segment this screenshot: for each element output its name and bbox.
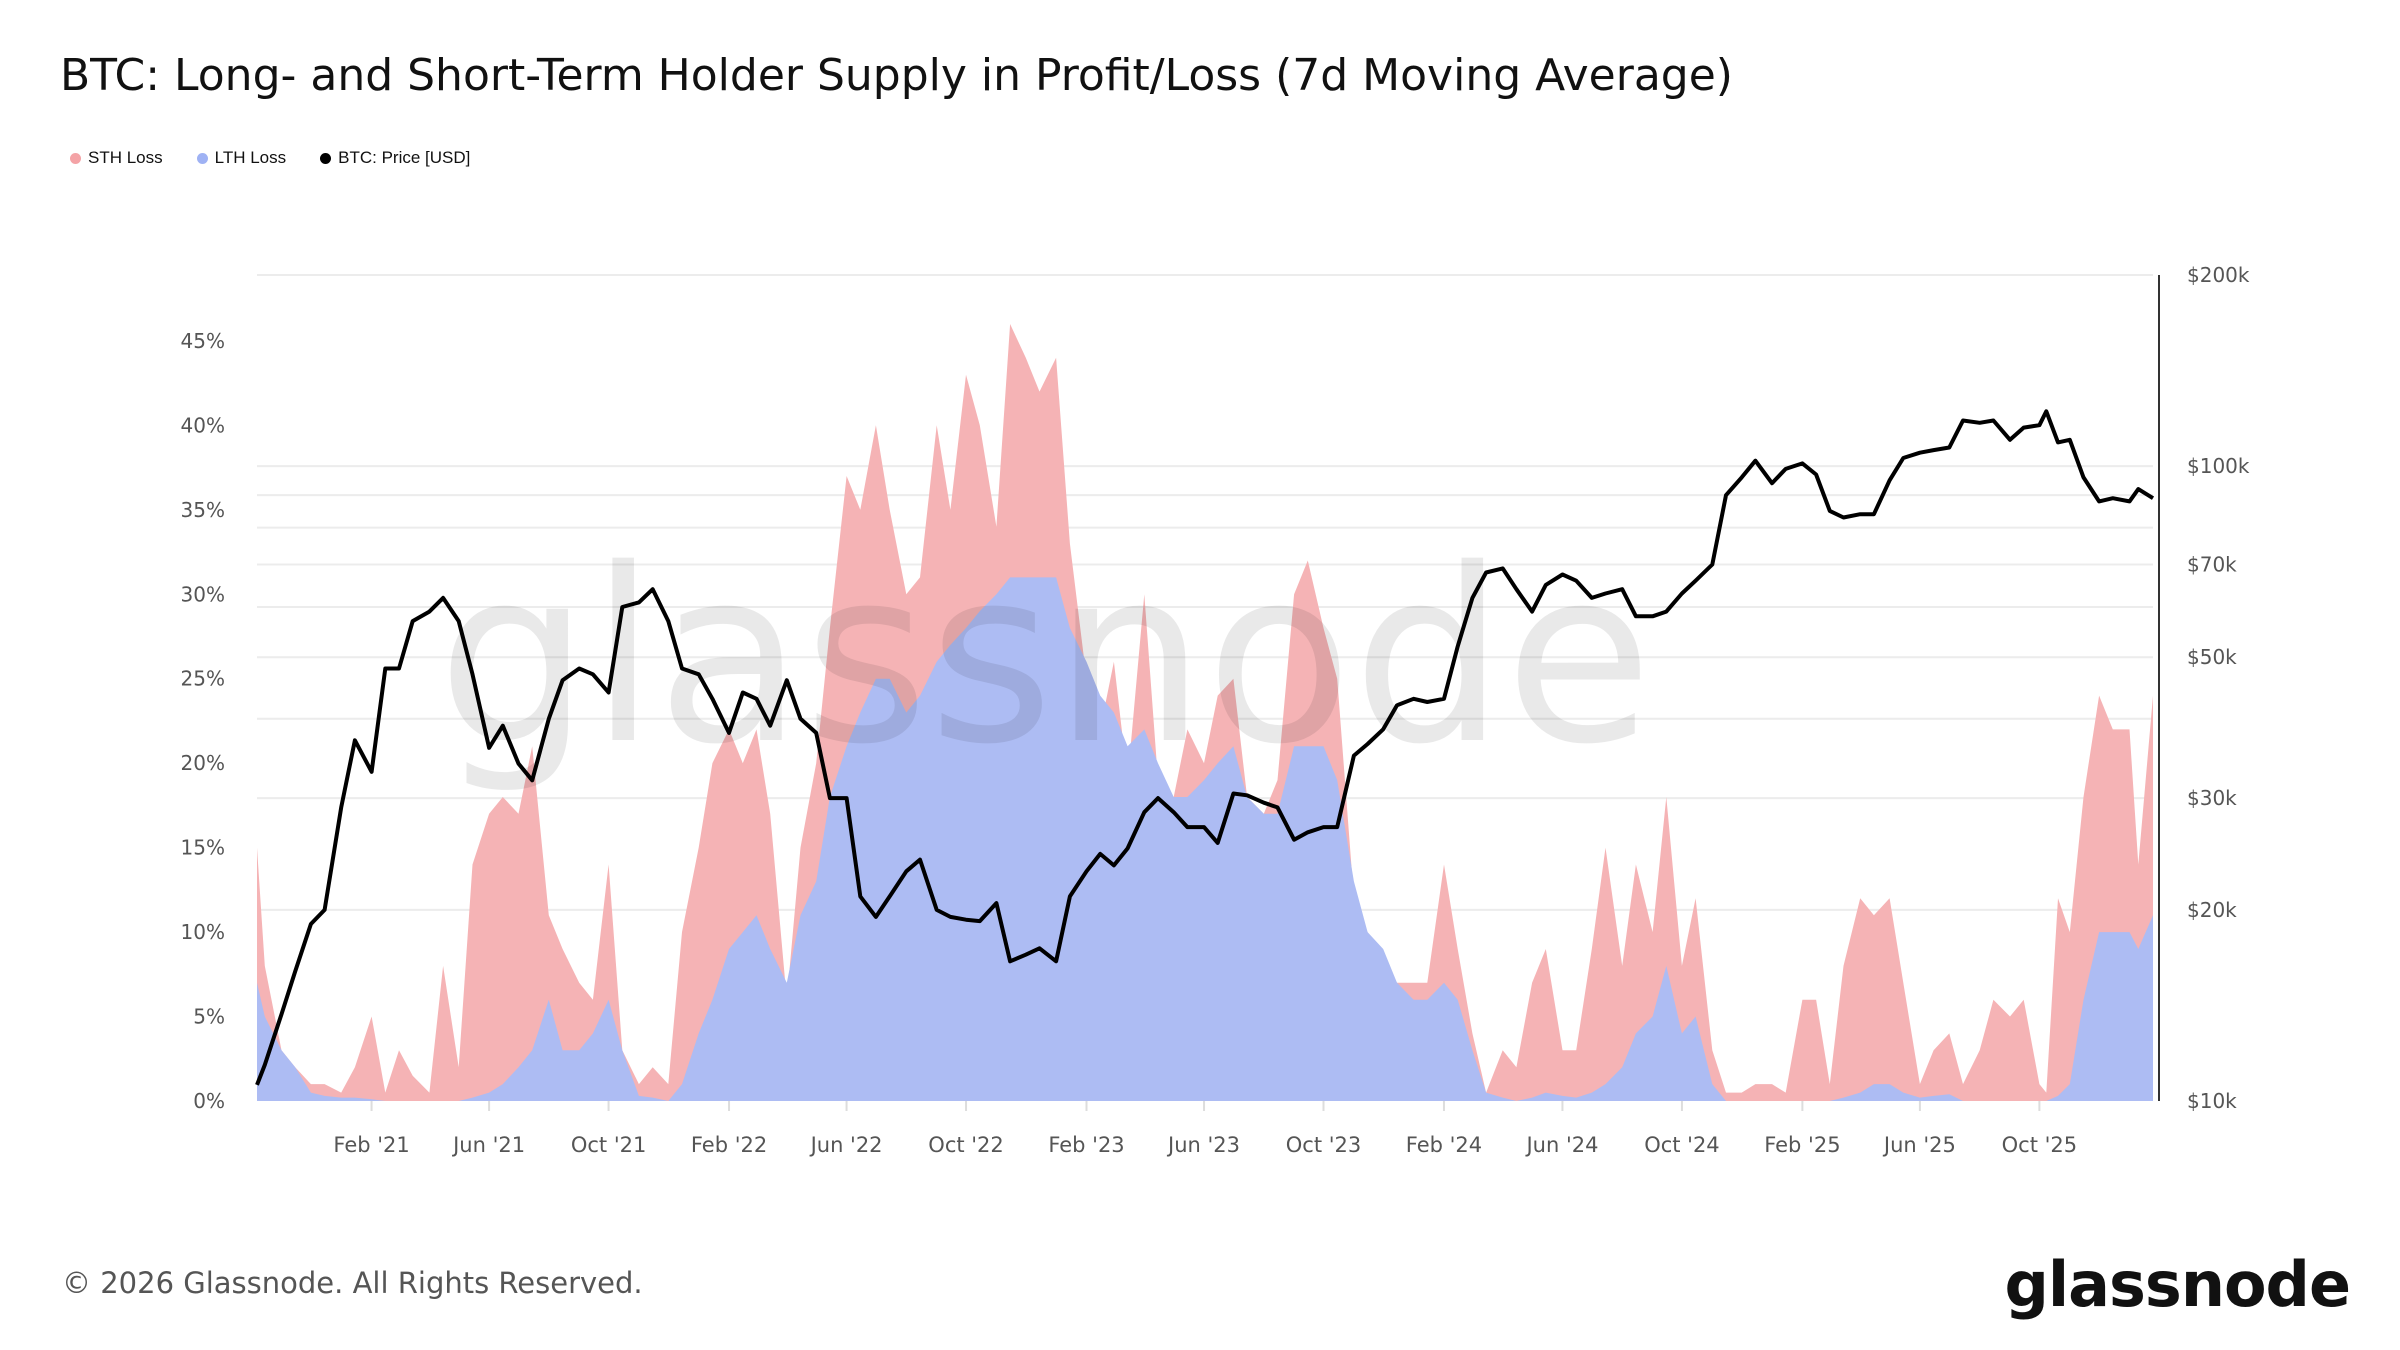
x-tick-label: Feb '23 [1048,1133,1124,1157]
y-left-tick-label: 0% [193,1089,225,1113]
y-right-tick-label: $30k [2187,786,2237,810]
area-series [257,324,2153,1101]
y-left-tick-label: 45% [181,329,225,353]
legend-item-lth-loss[interactable]: LTH Loss [196,148,287,168]
legend-item-btc-price[interactable]: BTC: Price [USD] [320,148,470,168]
y-right-tick-label: $200k [2187,263,2250,287]
y-left-tick-label: 20% [181,751,225,775]
x-tick-label: Jun '21 [451,1133,525,1157]
gridlines [257,274,2153,911]
y-left-tick-label: 5% [193,1005,225,1029]
btc-price-line [255,409,2155,1086]
sth-loss-area [257,324,2153,1101]
x-tick-label: Jun '24 [1524,1133,1598,1157]
legend-label-sth: STH Loss [88,148,163,167]
glassnode-logo: glassnode [2004,1248,2351,1321]
legend-dot-sth [70,152,81,164]
chart-title: BTC: Long- and Short-Term Holder Supply … [60,50,1733,101]
x-tick-label: Feb '24 [1406,1133,1482,1157]
legend-dot-price [320,152,332,164]
x-tick-label: Jun '22 [809,1133,883,1157]
legend-label-price: BTC: Price [USD] [338,148,471,167]
y-left-tick-label: 30% [181,582,225,606]
lth-loss-area [257,577,2153,1101]
legend-label-lth: LTH Loss [214,148,287,167]
y-left-tick-label: 35% [181,498,225,522]
x-tick-label: Feb '22 [691,1133,767,1157]
y-left-tick-label: 10% [181,920,225,944]
y-right-tick-label: $100k [2187,454,2250,478]
copyright-footer: © 2026 Glassnode. All Rights Reserved. [62,1266,643,1300]
y-left-tick-label: 40% [181,413,225,437]
legend-dot-lth [196,152,208,164]
x-tick-label: Oct '22 [928,1133,1003,1157]
legend-item-sth-loss[interactable]: STH Loss [70,148,163,168]
y-right-tick-label: $50k [2187,645,2237,669]
x-tick-label: Oct '25 [2002,1133,2077,1157]
x-tick-label: Feb '21 [333,1133,409,1157]
watermark: glassnode [437,517,1652,797]
x-tick-label: Feb '25 [1764,1133,1840,1157]
x-tick-label: Jun '23 [1166,1133,1240,1157]
x-tick-label: Oct '23 [1286,1133,1361,1157]
axes: 0% 5% 10% 15% 20% 25% 30% 35% 40% 45% $10k $20k $30k… [181,263,2250,1157]
y-left-tick-label: 25% [181,667,225,691]
y-right-tick-label: $10k [2187,1089,2237,1113]
x-tick-label: Jun '25 [1882,1133,1956,1157]
y-right-tick-label: $20k [2187,898,2237,922]
price-series [255,409,2155,1086]
y-left-tick-label: 15% [181,836,225,860]
x-tick-label: Oct '24 [1644,1133,1719,1157]
legend: STH Loss LTH Loss BTC: Price [USD] [70,148,470,168]
x-tick-label: Oct '21 [571,1133,646,1157]
y-right-tick-label: $70k [2187,552,2237,576]
